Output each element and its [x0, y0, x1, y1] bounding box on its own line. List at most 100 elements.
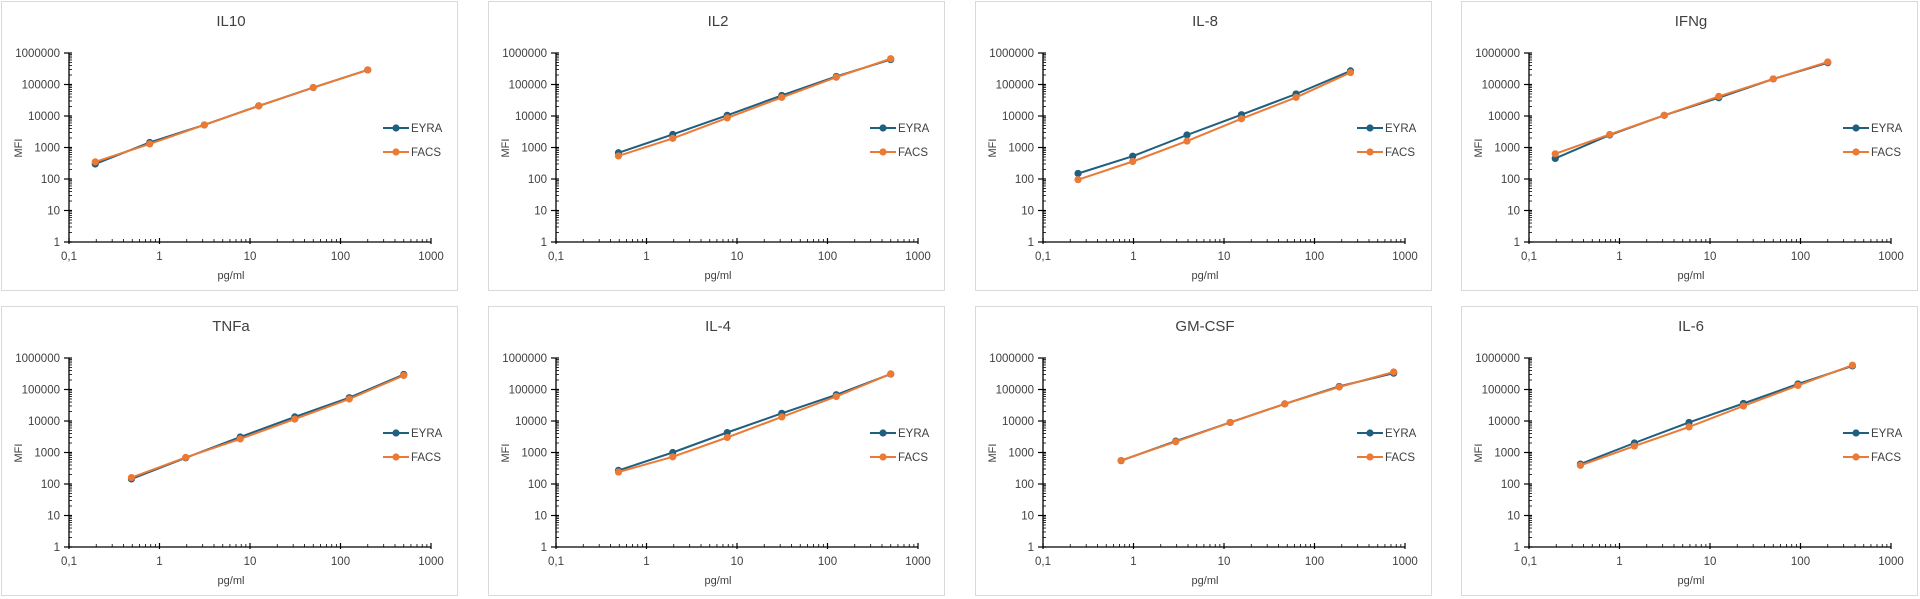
y-axis-title: MFI — [13, 139, 25, 158]
x-axis-title: pg/ml — [1192, 270, 1219, 282]
legend-label: EYRA — [411, 428, 443, 440]
chart-panel-il8: IL-8 1 10 100 1000 10000 100000 1000000 0,1 1 10 10… — [975, 1, 1432, 291]
y-tick-label: 1 — [54, 542, 60, 554]
data-point-facs — [236, 435, 244, 443]
data-point-facs — [1824, 58, 1832, 66]
data-point-facs — [778, 93, 786, 101]
y-tick-label: 1 — [541, 237, 547, 249]
x-tick-label: 1000 — [418, 556, 444, 568]
y-tick-label: 10000 — [1488, 111, 1520, 123]
legend-label: FACS — [1871, 452, 1901, 464]
x-axis-title: pg/ml — [218, 575, 245, 587]
y-tick-label: 100 — [1501, 174, 1520, 186]
y-tick-label: 10 — [1507, 206, 1520, 218]
y-tick-label: 1000 — [521, 448, 547, 460]
legend-swatch-marker — [1366, 453, 1374, 461]
y-tick-label: 10000 — [515, 111, 547, 123]
y-tick-label: 100000 — [22, 385, 60, 397]
x-tick-label: 0,1 — [61, 556, 77, 568]
series-line-eyra — [618, 373, 892, 472]
data-point-facs — [1769, 75, 1777, 83]
legend: EYRA FACS — [1843, 428, 1903, 464]
legend: EYRA FACS — [1357, 123, 1417, 159]
y-tick-label: 100 — [1501, 479, 1520, 491]
chart-panel-ifng: IFNg 1 10 100 1000 10000 100000 1000000 0,1 1 10 10… — [1461, 1, 1918, 291]
data-point-facs — [345, 395, 353, 403]
chart-title: IFNg — [1675, 13, 1708, 30]
y-tick-label: 1 — [54, 237, 60, 249]
data-point-facs — [1660, 111, 1668, 119]
y-tick-label: 100000 — [1482, 80, 1520, 92]
x-tick-label: 1 — [156, 251, 162, 263]
data-point-facs — [1226, 418, 1234, 427]
series-line-facs — [1580, 364, 1853, 467]
chart-title: GM-CSF — [1175, 318, 1234, 335]
x-tick-label: 1 — [1130, 556, 1136, 568]
data-point-facs — [1551, 150, 1559, 158]
data-point-facs — [146, 140, 154, 148]
x-tick-label: 1 — [1130, 251, 1136, 263]
legend-swatch-marker — [392, 453, 400, 461]
y-tick-label: 100000 — [22, 80, 60, 92]
data-point-facs — [1335, 383, 1343, 391]
data-point-facs — [255, 102, 263, 110]
x-tick-label: 1000 — [905, 556, 931, 568]
data-point-eyra — [1183, 131, 1191, 139]
data-point-facs — [1346, 68, 1355, 77]
data-point-facs — [182, 453, 190, 461]
data-point-facs — [1117, 456, 1125, 465]
y-tick-label: 100000 — [996, 80, 1034, 92]
y-tick-label: 100 — [41, 479, 60, 491]
y-axis-title: MFI — [1473, 139, 1485, 158]
y-tick-label: 100000 — [509, 80, 547, 92]
chart-panel-il6: IL-6 1 10 100 1000 10000 100000 1000000 0,1 1 10 10… — [1461, 306, 1918, 596]
x-tick-label: 1000 — [1878, 556, 1904, 568]
series-line-eyra — [1554, 61, 1828, 160]
y-tick-label: 10 — [1507, 511, 1520, 523]
y-tick-label: 1000000 — [989, 353, 1034, 365]
y-tick-label: 1000000 — [989, 48, 1034, 60]
legend-swatch-marker — [1852, 124, 1860, 132]
x-tick-label: 10 — [731, 556, 744, 568]
data-point-facs — [778, 413, 786, 421]
x-tick-label: 1 — [156, 556, 162, 568]
y-axis-title: MFI — [13, 444, 25, 463]
y-axis-title: MFI — [1473, 444, 1485, 463]
chart-panel-tnfa: TNFa 1 10 100 1000 10000 100000 1000000 0,1 1 10 10… — [1, 306, 458, 596]
data-point-facs — [400, 371, 408, 380]
y-tick-label: 100000 — [996, 385, 1034, 397]
y-tick-label: 10000 — [1002, 416, 1034, 428]
data-point-facs — [364, 66, 372, 74]
y-tick-label: 100000 — [1482, 385, 1520, 397]
data-point-facs — [614, 468, 623, 476]
x-tick-label: 100 — [331, 556, 350, 568]
data-point-facs — [669, 453, 677, 461]
series-line-facs — [618, 57, 892, 157]
series-line-facs — [1120, 371, 1394, 462]
legend-swatch-marker — [1366, 148, 1374, 156]
data-point-eyra — [723, 428, 731, 437]
x-tick-label: 1000 — [1392, 251, 1418, 263]
x-tick-label: 0,1 — [1521, 556, 1537, 568]
data-point-facs — [832, 392, 840, 401]
y-tick-label: 10 — [1021, 511, 1034, 523]
data-point-facs — [200, 121, 208, 129]
x-tick-label: 1000 — [1392, 556, 1418, 568]
chart-title: IL-6 — [1678, 318, 1704, 335]
legend-label: FACS — [1385, 452, 1415, 464]
y-tick-label: 100 — [1015, 479, 1034, 491]
data-point-facs — [1794, 381, 1802, 389]
data-point-facs — [91, 158, 99, 166]
x-tick-label: 10 — [244, 251, 257, 263]
data-point-facs — [1237, 115, 1246, 123]
legend-swatch-marker — [879, 148, 887, 156]
data-point-facs — [887, 55, 895, 63]
x-tick-label: 0,1 — [1035, 556, 1051, 568]
x-tick-label: 10 — [1704, 556, 1717, 568]
chart-title: IL-4 — [705, 318, 731, 335]
